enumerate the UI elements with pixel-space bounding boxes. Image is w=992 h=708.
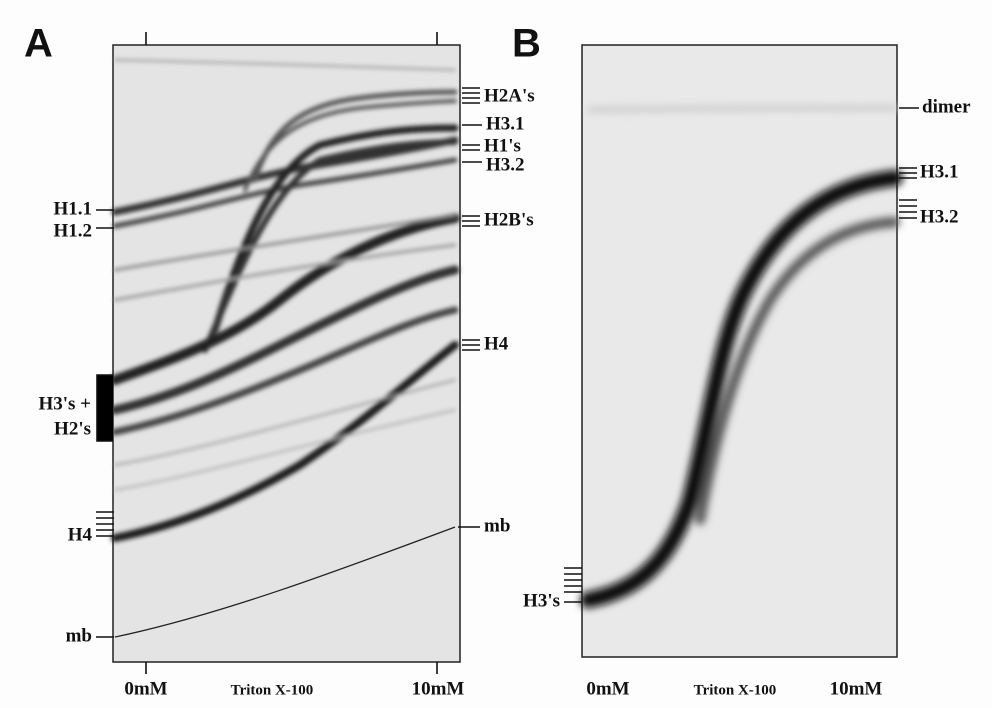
band-label: H4 (68, 524, 93, 545)
band-label: H2's (54, 418, 91, 439)
axis-label: Triton X-100 (694, 682, 777, 698)
band-label: H2A's (484, 85, 535, 106)
axis-label: 0mM (124, 678, 167, 699)
band-label: H1.1 (53, 198, 92, 219)
axis-label: 0mM (586, 678, 629, 699)
band-label: mb (66, 625, 92, 646)
gel-b (580, 44, 903, 658)
panel-letter: A (24, 22, 53, 66)
band-label: H1's (484, 135, 521, 156)
band-label: H3.1 (920, 161, 959, 182)
band-label: mb (484, 515, 510, 536)
gel-a (110, 32, 461, 674)
band-label: H3.2 (486, 154, 525, 175)
tick-marks (96, 87, 919, 638)
band-label: H1.2 (53, 220, 92, 241)
panel-letter: B (512, 22, 541, 66)
axis-label: 10mM (830, 678, 883, 699)
band-label: H3.2 (920, 206, 959, 227)
band-label: H3's + (38, 393, 91, 414)
axis-label: Triton X-100 (231, 682, 314, 698)
axis-label: 10mM (412, 678, 465, 699)
band-label: H3's (523, 590, 560, 611)
band-label: H3.1 (486, 113, 525, 134)
band-label: H4 (484, 333, 509, 354)
band-label: H2B's (484, 209, 534, 230)
band-label: dimer (922, 96, 971, 117)
